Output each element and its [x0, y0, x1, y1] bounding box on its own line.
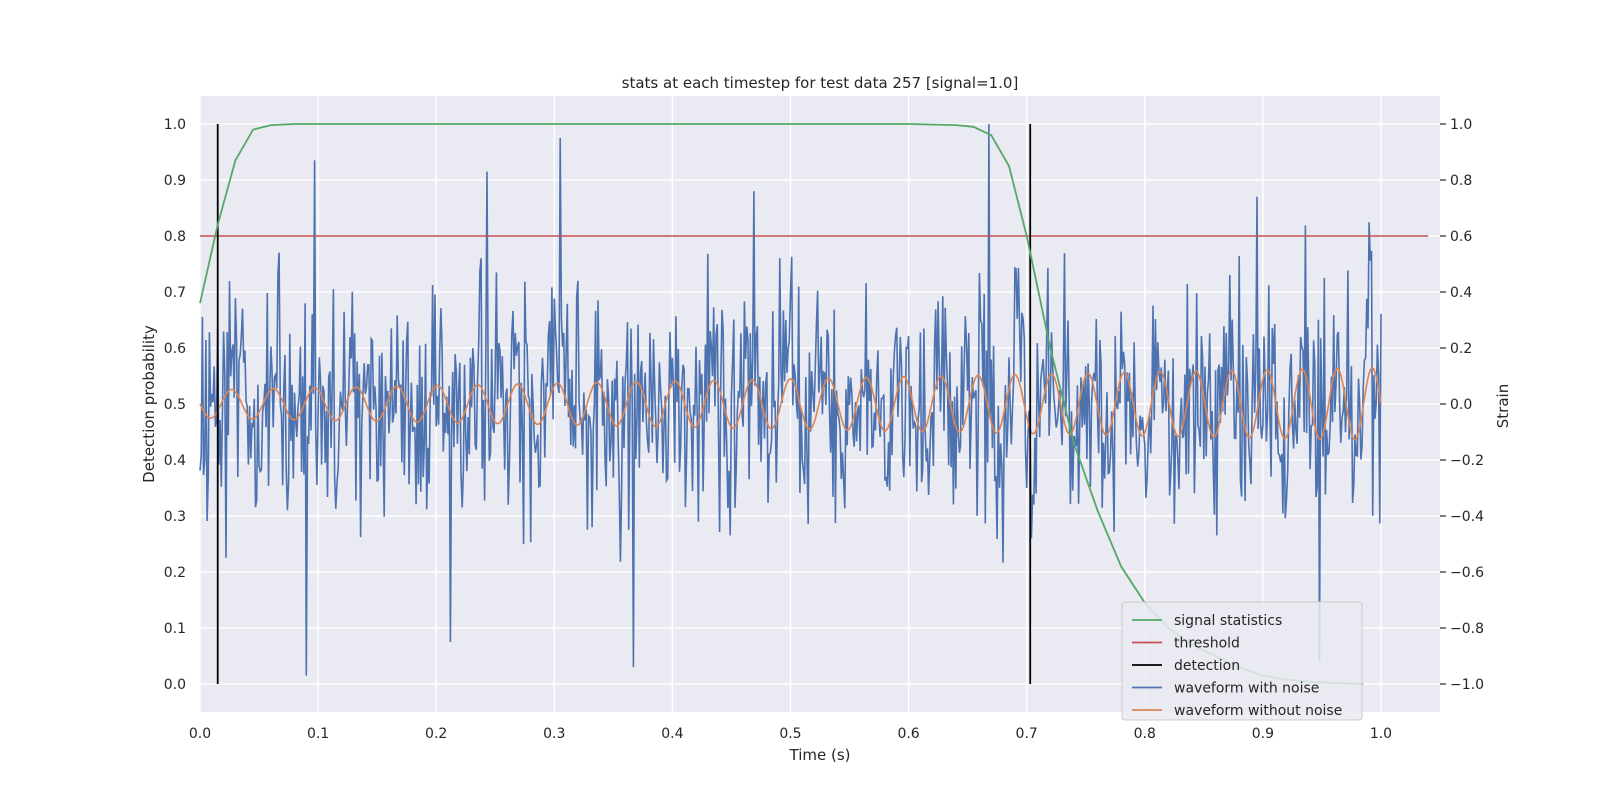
axes-layer: 0.0 0.1 0.2 0.3 0.4 0.5 0.6 0.7 0.8 0.9 1.0 0.0 0.1 0… [164, 117, 1484, 742]
y-tick-label-left: 0.7 [164, 285, 186, 301]
y-axis-title-right: Strain [1494, 384, 1512, 428]
y-tick-label-right: −0.8 [1450, 621, 1484, 637]
x-tick-label: 0.5 [779, 726, 801, 742]
legend-label: waveform without noise [1174, 703, 1342, 719]
legend-label: threshold [1174, 636, 1240, 652]
x-tick-label: 0.6 [897, 726, 919, 742]
y-tick-label-right: −0.6 [1450, 565, 1484, 581]
x-tick-label: 0.0 [189, 726, 211, 742]
x-tick-label: 0.8 [1134, 726, 1156, 742]
x-tick-label: 0.2 [425, 726, 447, 742]
y-tick-label-left: 0.1 [164, 621, 186, 637]
x-tick-label: 1.0 [1370, 726, 1392, 742]
series-layer [199, 123, 1429, 685]
y-tick-label-right: 0.0 [1450, 397, 1472, 413]
series-line-waveform-without-noise [199, 366, 1382, 441]
legend-label: detection [1174, 658, 1240, 674]
y-tick-label-right: 1.0 [1450, 117, 1472, 133]
legend-label: waveform with noise [1174, 681, 1319, 697]
y-tick-label-left: 0.9 [164, 173, 186, 189]
y-tick-label-right: 0.8 [1450, 173, 1472, 189]
legend-box [1121, 601, 1363, 721]
y-tick-label-left: 0.2 [164, 565, 186, 581]
y-tick-label-left: 0.3 [164, 509, 186, 525]
x-tick-label: 0.3 [543, 726, 565, 742]
y-tick-label-right: 0.6 [1450, 229, 1472, 245]
y-tick-label-right: 0.2 [1450, 341, 1472, 357]
y-axis-title-left: Detection probability [140, 325, 158, 483]
x-axis-title: Time (s) [789, 746, 851, 764]
legend-items: signal statistics threshold detection wavef… [1132, 613, 1342, 719]
legend: signal statistics threshold detection wavef… [1121, 601, 1363, 721]
y-tick-label-left: 0.5 [164, 397, 186, 413]
y-tick-label-right: 0.4 [1450, 285, 1472, 301]
x-tick-label: 0.1 [307, 726, 329, 742]
y-tick-label-left: 1.0 [164, 117, 186, 133]
y-tick-label-left: 0.4 [164, 453, 186, 469]
legend-label: signal statistics [1174, 613, 1282, 629]
y-tick-label-right: −0.4 [1450, 509, 1484, 525]
y-tick-label-right: −1.0 [1450, 677, 1484, 693]
series-line-waveform-with-noise [199, 123, 1382, 676]
y-tick-label-left: 0.8 [164, 229, 186, 245]
x-tick-label: 0.9 [1252, 726, 1274, 742]
chart-title: stats at each timestep for test data 257… [622, 74, 1019, 92]
y-tick-label-left: 0.6 [164, 341, 186, 357]
x-tick-label: 0.7 [1016, 726, 1038, 742]
y-tick-label-right: −0.2 [1450, 453, 1484, 469]
y-tick-label-left: 0.0 [164, 677, 186, 693]
x-tick-label: 0.4 [661, 726, 683, 742]
